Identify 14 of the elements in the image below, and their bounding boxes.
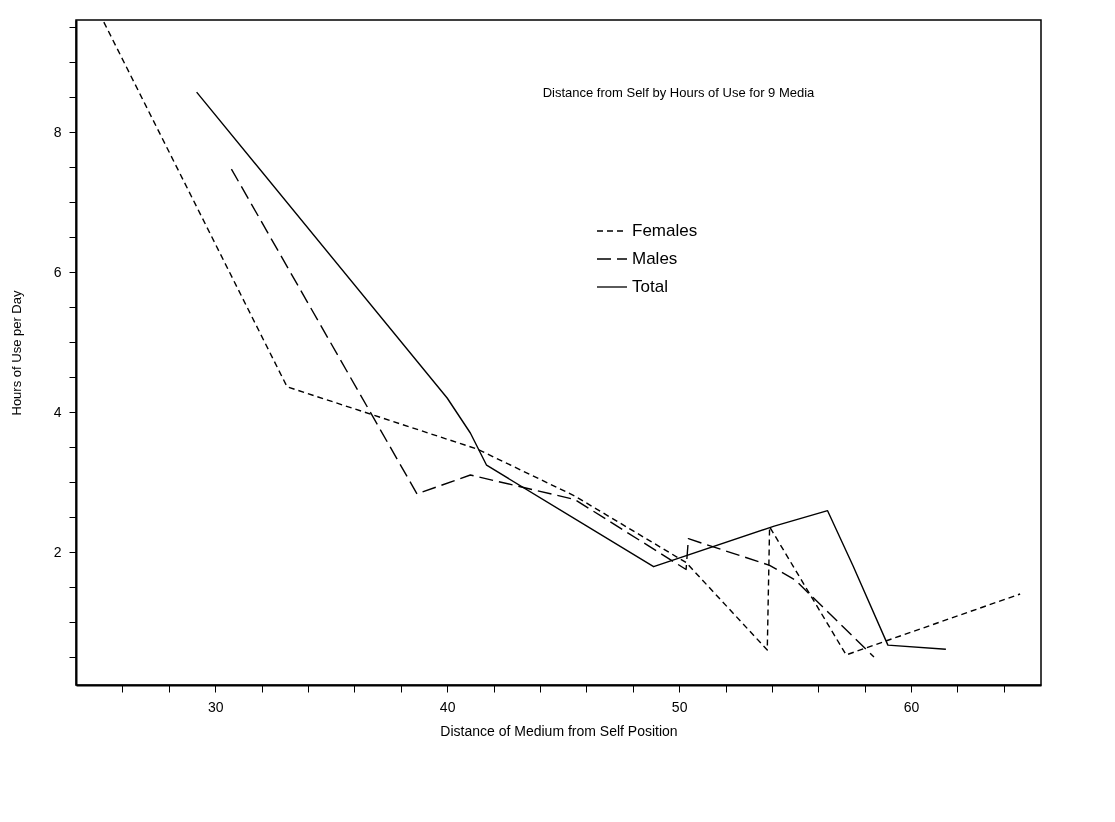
legend-label: Males (632, 249, 678, 268)
y-axis-title: Hours of Use per Day (8, 290, 24, 416)
x-tick-label: 60 (903, 698, 920, 715)
x-tick-label: 30 (207, 698, 224, 715)
x-tick-label: 40 (439, 698, 456, 715)
text: Distance from Self by Hours of Use for 9 Media (542, 85, 816, 100)
x-tick-label: 50 (671, 698, 688, 715)
x-axis-title: Distance of Medium from Self Position (440, 722, 678, 739)
legend-label: Females (632, 221, 698, 240)
legend-label: Total (632, 277, 668, 296)
y-tick-label: 2 (53, 543, 62, 560)
y-tick-label: 4 (53, 403, 62, 420)
y-tick-label: 6 (53, 263, 62, 280)
y-tick-label: 8 (53, 123, 62, 140)
